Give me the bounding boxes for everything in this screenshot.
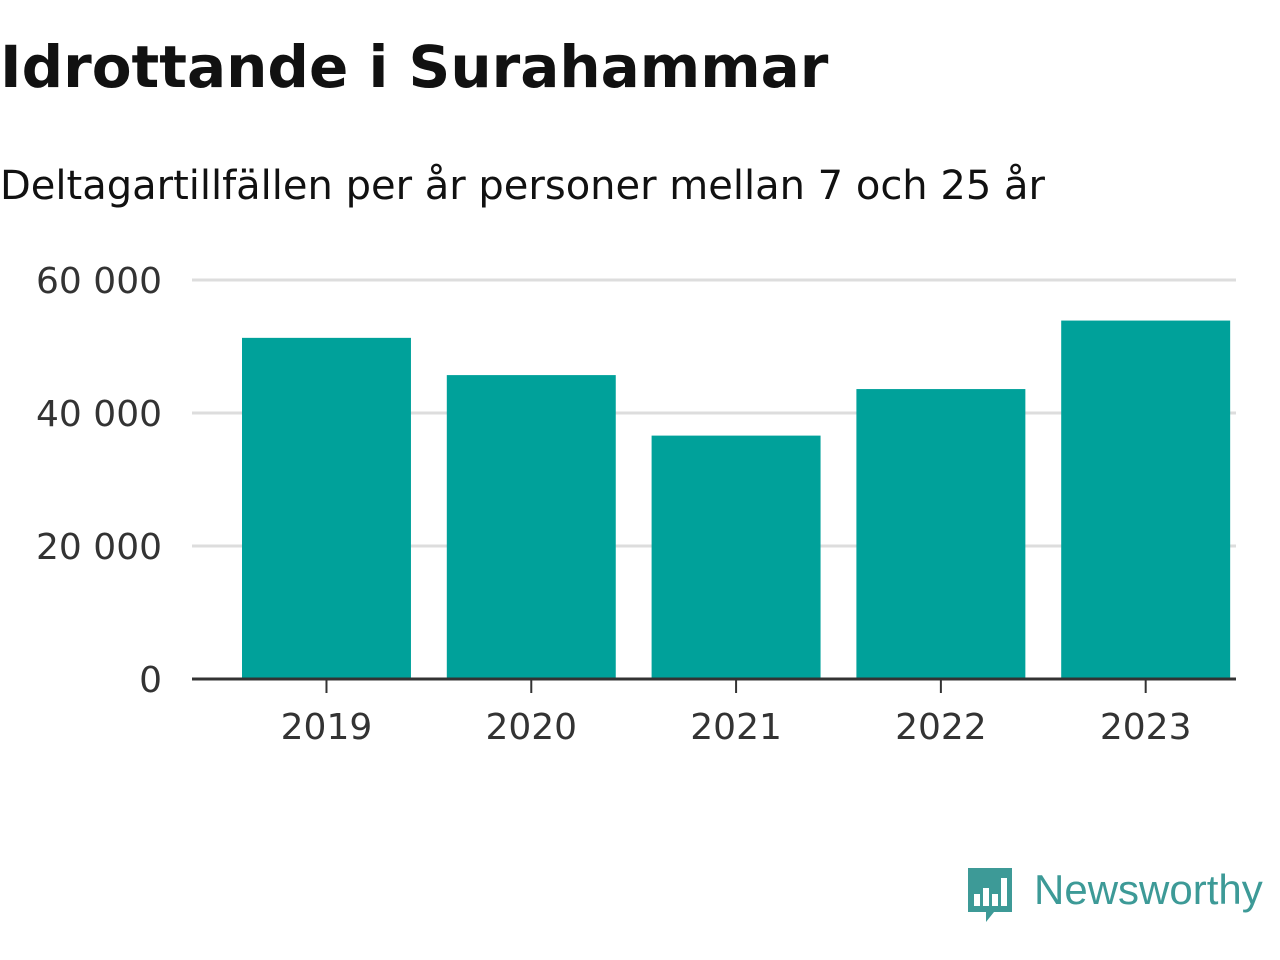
newsworthy-logo-text: Newsworthy <box>1034 866 1263 913</box>
bar <box>651 435 821 679</box>
axes: 0 20 000 40 000 60 000 2019 2020 2021 2022 2023 <box>36 261 1236 748</box>
bar <box>856 389 1026 679</box>
x-tick-label: 2020 <box>485 707 577 748</box>
x-tick-label: 2019 <box>281 707 373 748</box>
bar <box>446 375 616 679</box>
bar <box>1061 320 1231 679</box>
newsworthy-logo <box>964 864 1280 930</box>
x-tick-label: 2023 <box>1100 707 1192 748</box>
x-tick-label: 2021 <box>690 707 782 748</box>
y-tick-label: 60 000 <box>36 261 162 302</box>
bar <box>242 337 411 679</box>
newsworthy-logo-icon <box>968 868 1012 922</box>
chart-title: Idrottande i Surahammar <box>0 33 829 101</box>
y-tick-label: 0 <box>139 660 162 701</box>
x-tick-label: 2022 <box>895 707 987 748</box>
y-tick-label: 20 000 <box>36 527 162 568</box>
y-tick-label: 40 000 <box>36 394 162 435</box>
chart-subtitle: Deltagartillfällen per år personer mella… <box>0 163 1045 209</box>
bars <box>242 320 1231 679</box>
